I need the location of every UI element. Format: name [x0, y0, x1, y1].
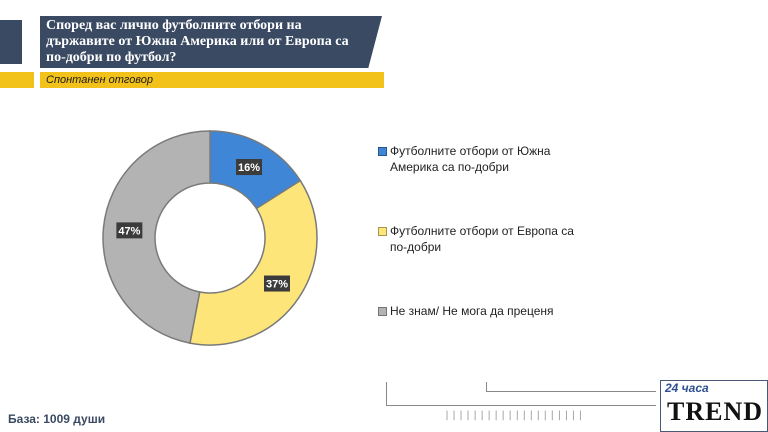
donut-slice-europe — [189, 179, 318, 346]
legend-item-europe: Футболните отбори от Европа са по-добри — [378, 223, 578, 303]
legend-item-dont-know: Не знам/ Не мога да преценя — [378, 303, 578, 383]
data-label-text-south-america: 16% — [238, 162, 260, 174]
legend-swatch-europe — [378, 227, 387, 236]
decor-line-bottom — [386, 405, 656, 406]
data-label-text-dont-know: 47% — [118, 225, 140, 237]
legend-label-europe: Футболните отбори от Европа са по-добри — [390, 224, 574, 254]
legend-label-dont-know: Не знам/ Не мога да преценя — [390, 304, 554, 318]
legend-swatch-dont-know — [378, 307, 387, 316]
sample-base: База: 1009 души — [8, 412, 106, 426]
decor-ticks: |||||||||||||||||||| — [444, 410, 585, 421]
decor-line-left — [386, 382, 387, 406]
data-label-box-dont-know — [116, 222, 143, 239]
donut-labels: 16% 37% 47% — [116, 159, 290, 292]
chart-subtitle: Спонтанен отговор — [46, 74, 154, 86]
trend-logo: 24 часа TREND — [660, 380, 768, 432]
data-label-box-europe — [263, 275, 290, 292]
donut-slice-dont-know — [102, 130, 211, 344]
decor-line-inner-bottom — [486, 391, 656, 392]
legend-label-south-america: Футболните отбори от Южна Америка са по-… — [390, 144, 551, 174]
decor-line-inner — [486, 382, 487, 392]
title-banner — [40, 16, 382, 68]
subtitle-accent-tab — [0, 72, 34, 88]
donut-chart: 16% 37% 47% — [102, 130, 318, 346]
logo-trend: TREND — [667, 397, 764, 426]
data-label-box-south-america — [236, 159, 263, 176]
donut-slices — [102, 130, 318, 346]
subtitle-banner — [40, 72, 384, 88]
logo-24chasa: 24 часа — [665, 381, 709, 395]
data-label-dont-know: 47% — [116, 222, 143, 239]
data-label-europe: 37% — [263, 275, 290, 292]
data-label-south-america: 16% — [236, 159, 263, 176]
legend-item-south-america: Футболните отбори от Южна Америка са по-… — [378, 143, 578, 223]
header-accent-tab — [0, 20, 22, 64]
chart-legend: Футболните отбори от Южна Америка са по-… — [378, 143, 578, 383]
legend-swatch-south-america — [378, 147, 387, 156]
chart-title: Според вас лично футболните отбори на дъ… — [46, 18, 349, 65]
data-label-text-europe: 37% — [266, 279, 288, 291]
